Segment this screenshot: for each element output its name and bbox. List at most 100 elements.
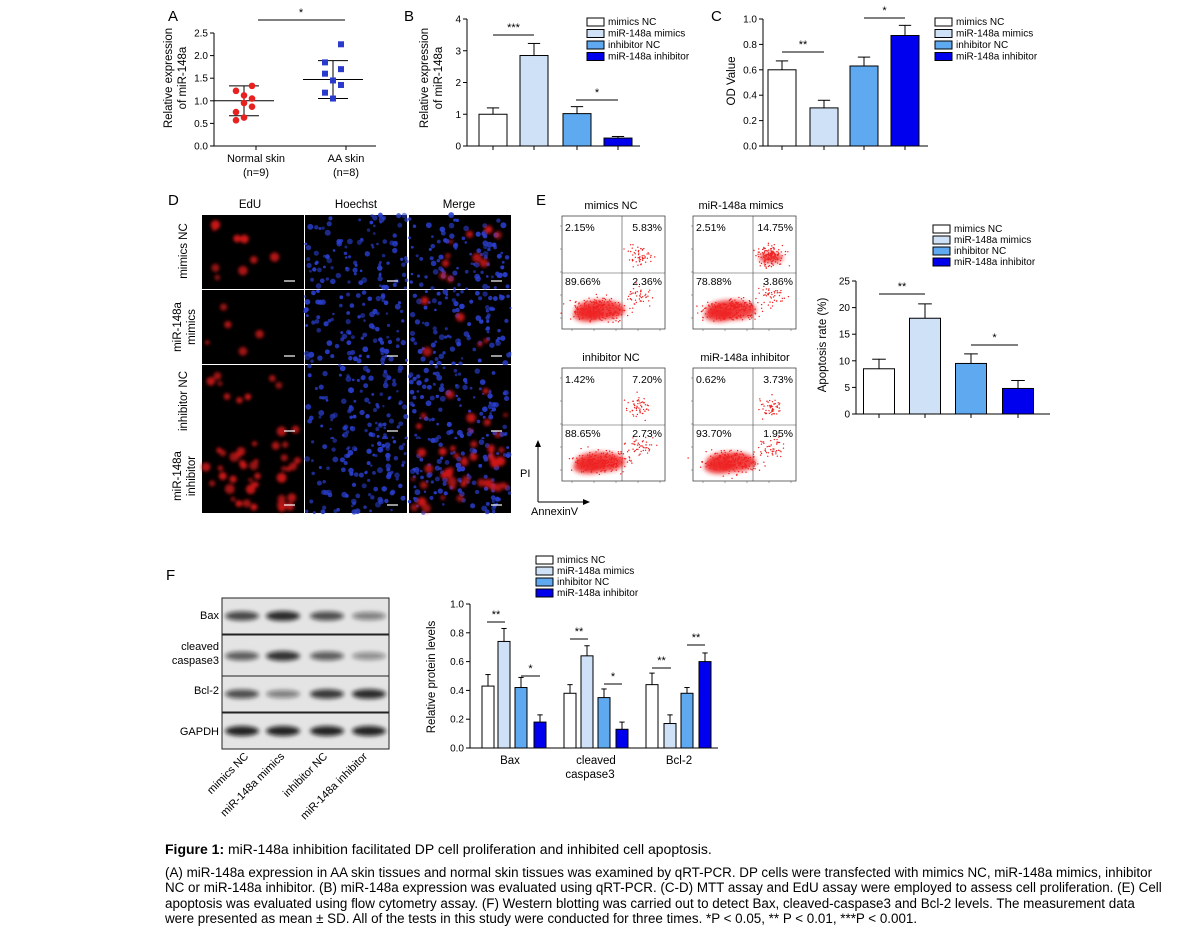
hoechst-nucleus (380, 361, 385, 366)
panel-c-sig2-label: * (882, 5, 887, 17)
hoechst-nucleus (401, 460, 406, 465)
panel-e-legend-label-1: miR-148a mimics (954, 235, 1031, 246)
hoechst-nucleus (435, 394, 440, 399)
hoechst-nucleus (472, 270, 476, 273)
hoechst-nucleus (318, 465, 322, 470)
hoechst-nucleus (370, 495, 375, 500)
hoechst-nucleus (377, 446, 384, 453)
hoechst-nucleus (423, 305, 428, 310)
panel-f-bar (663, 723, 677, 749)
panel-f-bar (580, 655, 594, 749)
flow-event (763, 405, 765, 407)
flow-event (642, 408, 645, 411)
flow-quadrant-ul: 2.15% (565, 222, 595, 234)
hoechst-nucleus (461, 236, 466, 241)
flow-event (767, 251, 770, 253)
panel-a-scatter: Relative expression of miR-148a * 0.0 0.5… (163, 7, 376, 179)
hoechst-nucleus (404, 259, 409, 264)
hoechst-nucleus (455, 338, 461, 345)
flow-quadrant-lr: 2.73% (632, 428, 662, 440)
hoechst-nucleus (504, 318, 509, 324)
hoechst-nucleus (322, 505, 327, 510)
edu-positive-cell (230, 496, 236, 502)
hoechst-nucleus (355, 493, 361, 499)
nuclei-group (303, 289, 408, 366)
edu-signal-group (205, 303, 264, 356)
hoechst-nucleus (382, 239, 388, 244)
flow-event (767, 289, 770, 291)
hoechst-nucleus (431, 235, 434, 238)
panel-a-ytick-label-0: 0.0 (194, 142, 208, 153)
flow-event (753, 455, 755, 458)
panel-b-legend-swatch-0 (586, 17, 605, 27)
flow-event (615, 320, 617, 322)
hoechst-nucleus (394, 303, 401, 310)
edu-positive-cell (441, 259, 450, 267)
hoechst-nucleus (482, 291, 488, 297)
flow-event (638, 259, 640, 261)
panel-f-ytick-label-3: 0.6 (450, 657, 464, 668)
hoechst-nucleus (432, 326, 437, 331)
hoechst-nucleus (328, 216, 333, 221)
panel-f-sig-bax-2-label: * (528, 663, 533, 675)
edu-positive-cell (240, 235, 246, 241)
panel-f-ytick-label-2: 0.4 (450, 686, 464, 697)
flow-event (759, 400, 761, 402)
hoechst-nucleus (455, 394, 459, 398)
hoechst-nucleus (383, 426, 387, 430)
hoechst-nucleus (403, 256, 408, 260)
panel-c-legend-swatch-3 (934, 52, 953, 61)
hoechst-nucleus (367, 478, 371, 482)
hoechst-nucleus (394, 240, 398, 245)
flow-event (641, 259, 644, 262)
hoechst-nucleus (418, 282, 424, 287)
blot-band (352, 689, 386, 699)
hoechst-nucleus (368, 375, 374, 381)
flow-event (640, 289, 642, 291)
hoechst-nucleus (502, 453, 507, 457)
flow-plot-frame (692, 367, 797, 482)
flow-event (765, 266, 767, 268)
flow-event (634, 443, 636, 446)
hoechst-nucleus (306, 314, 309, 317)
edu-positive-cell (420, 296, 429, 305)
hoechst-nucleus (351, 509, 357, 515)
hoechst-nucleus (348, 405, 354, 412)
flow-event (633, 443, 635, 445)
panel-a-point (240, 99, 248, 107)
panel-e-legend-swatch-1 (932, 235, 951, 245)
hoechst-nucleus (358, 218, 362, 222)
flow-event (758, 287, 760, 290)
blot-band (352, 726, 386, 736)
flow-event (764, 449, 766, 452)
hoechst-nucleus (352, 501, 357, 506)
hoechst-nucleus (487, 403, 493, 410)
hoechst-nucleus (500, 222, 507, 229)
panel-e-sig1-label: ** (898, 281, 907, 293)
hoechst-nucleus (486, 330, 490, 334)
hoechst-nucleus (348, 467, 354, 474)
hoechst-nucleus (415, 254, 419, 258)
flow-quadrant-ur: 7.20% (632, 374, 662, 386)
panel-letter-a: A (168, 8, 178, 25)
flow-event (608, 299, 611, 301)
edu-positive-cell (472, 253, 482, 263)
flow-event (787, 295, 790, 298)
flow-event (769, 301, 771, 303)
flow-quadrant-lr: 2.36% (632, 276, 662, 288)
flow-event (629, 307, 631, 310)
hoechst-nucleus (390, 508, 393, 512)
flow-event (758, 408, 760, 411)
hoechst-nucleus (401, 463, 405, 467)
hoechst-nucleus (426, 384, 432, 390)
panel-c-legend-swatch-1 (934, 29, 953, 38)
edu-positive-cell (233, 234, 241, 243)
flow-event (635, 301, 638, 304)
flow-event (648, 253, 650, 255)
hoechst-nucleus (309, 499, 314, 504)
flow-event (769, 407, 772, 409)
hoechst-nucleus (499, 272, 503, 276)
panel-c-ylabel: OD Value (726, 56, 738, 105)
hoechst-nucleus (486, 241, 493, 248)
panel-d-row4-label-a: miR-148a (172, 450, 184, 500)
